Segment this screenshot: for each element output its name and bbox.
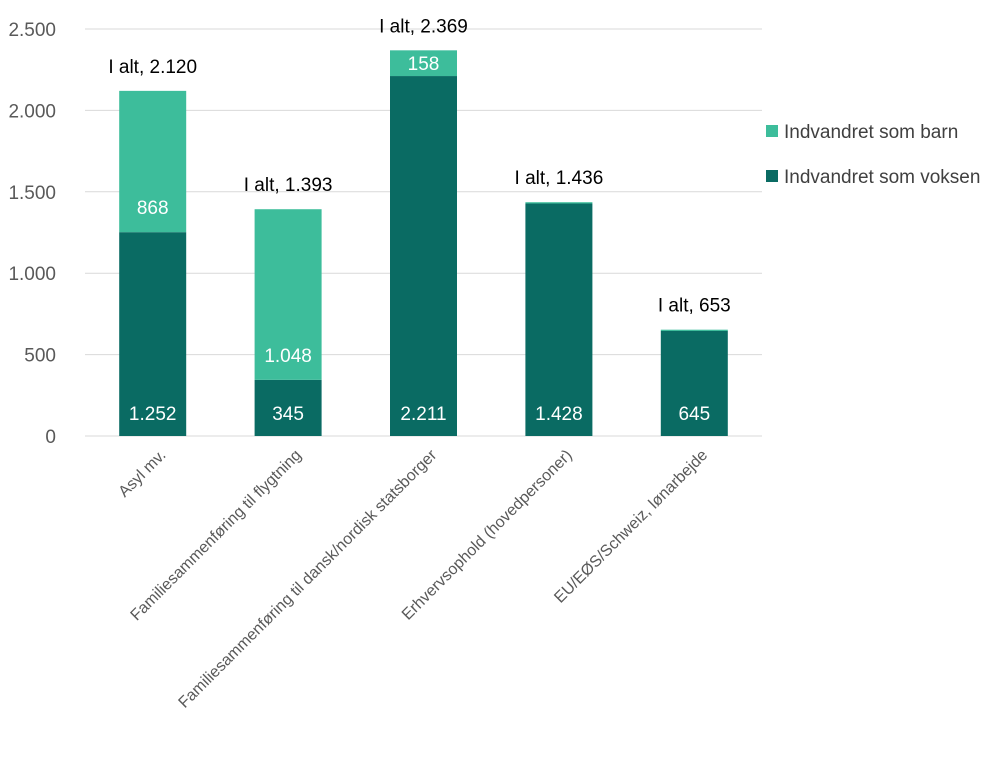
bar-segment-barn xyxy=(390,50,457,77)
bar-segment-voksen xyxy=(660,330,728,436)
total-label: I alt, 1.436 xyxy=(515,168,604,189)
total-label: I alt, 2.369 xyxy=(379,16,468,37)
total-label: I alt, 653 xyxy=(658,296,731,317)
bar-segment-barn xyxy=(119,90,187,233)
bar-segment-barn xyxy=(525,202,593,204)
bar-segment-voksen xyxy=(525,203,593,436)
legend-swatch xyxy=(766,170,778,182)
data-label-voksen: 1.428 xyxy=(535,404,583,425)
y-tick-label: 2.500 xyxy=(8,20,56,41)
bar-segment-voksen xyxy=(254,379,322,436)
data-label-voksen: 2.211 xyxy=(400,404,446,425)
bar-segment-voksen xyxy=(390,76,457,437)
legend-swatch xyxy=(766,125,778,137)
data-label-voksen: 1.252 xyxy=(129,404,177,425)
data-label-barn: 868 xyxy=(137,198,169,219)
x-category-label: EU/EØS/Schweiz, lønarbejde xyxy=(551,447,711,607)
y-tick-label: 0 xyxy=(45,427,56,448)
bar-segment-voksen xyxy=(119,232,187,436)
bar-segment-barn xyxy=(660,329,728,331)
data-label-barn: 1.048 xyxy=(264,346,312,367)
data-labels: 1.252 868 I alt, 2.120 345 1.048 I alt, 1.393… xyxy=(108,16,730,425)
total-label: I alt, 2.120 xyxy=(108,57,197,78)
bar-segment-barn xyxy=(254,209,322,380)
y-tick-label: 2.000 xyxy=(8,101,56,122)
legend-label: Indvandret som barn xyxy=(784,122,958,143)
axes: 0 500 1.000 1.500 2.000 2.500 Asyl mv.Families… xyxy=(8,20,711,712)
legend-label: Indvandret som voksen xyxy=(784,167,980,188)
total-label: I alt, 1.393 xyxy=(244,175,333,196)
x-category-label: Familiesammenføring til dansk/nordisk st… xyxy=(176,446,441,711)
data-label-voksen: 645 xyxy=(678,404,710,425)
y-tick-label: 500 xyxy=(24,346,56,367)
y-tick-label: 1.000 xyxy=(8,264,56,285)
legend: Indvandret som barn Indvandret som voksen xyxy=(766,122,980,188)
bars xyxy=(119,50,728,437)
data-label-barn: 158 xyxy=(408,54,440,75)
x-category-label: Asyl mv. xyxy=(116,447,170,501)
data-label-voksen: 345 xyxy=(272,404,304,425)
y-tick-label: 1.500 xyxy=(8,183,56,204)
